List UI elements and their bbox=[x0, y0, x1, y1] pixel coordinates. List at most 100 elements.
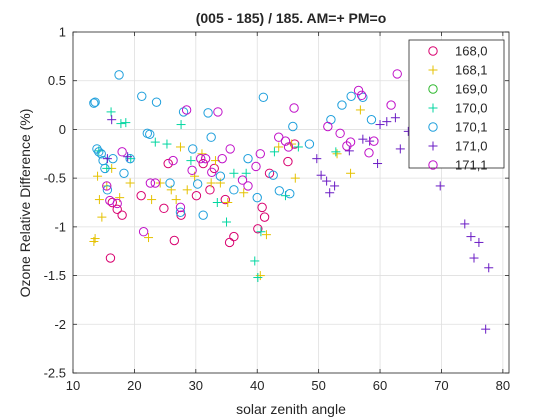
pm-point-marker bbox=[257, 202, 267, 213]
am-point-marker bbox=[344, 146, 354, 156]
am-point-marker bbox=[93, 171, 103, 181]
am-point-marker bbox=[116, 119, 126, 129]
pm-point-marker bbox=[100, 163, 110, 174]
series-168-0 bbox=[105, 139, 300, 263]
y-tick-label: -1.5 bbox=[44, 268, 66, 283]
y-tick-label: -1 bbox=[54, 219, 66, 234]
am-point-marker bbox=[375, 120, 385, 130]
am-point-marker bbox=[190, 171, 200, 181]
pm-point-marker bbox=[112, 198, 122, 209]
axis-ticks bbox=[72, 31, 509, 374]
am-point-marker bbox=[106, 107, 116, 117]
pm-point-marker bbox=[252, 192, 262, 203]
pm-point-marker bbox=[105, 253, 116, 263]
series-168-1 bbox=[89, 105, 365, 281]
x-tick-label: 70 bbox=[434, 378, 448, 393]
pm-point-marker bbox=[280, 136, 291, 146]
legend-marker bbox=[428, 122, 438, 132]
x-tick-label: 10 bbox=[66, 378, 80, 393]
am-point-marker bbox=[125, 178, 135, 188]
am-point-marker bbox=[255, 271, 265, 281]
am-point-marker bbox=[484, 263, 494, 273]
am-point-marker bbox=[466, 232, 476, 242]
pm-point-marker bbox=[191, 190, 202, 201]
pm-point-marker bbox=[163, 158, 173, 169]
am-point-marker bbox=[155, 178, 165, 188]
pm-point-marker bbox=[102, 185, 113, 195]
am-point-marker bbox=[241, 168, 251, 178]
am-point-marker bbox=[274, 142, 284, 152]
am-point-marker bbox=[256, 227, 266, 237]
am-point-marker bbox=[469, 253, 479, 263]
pm-point-marker bbox=[337, 100, 347, 110]
pm-point-marker bbox=[283, 142, 294, 152]
am-point-marker bbox=[358, 134, 368, 144]
am-point-marker bbox=[176, 120, 186, 130]
am-point-marker bbox=[261, 230, 271, 240]
pm-point-marker bbox=[203, 108, 213, 118]
pm-point-marker bbox=[192, 179, 203, 189]
series-170-1 bbox=[89, 70, 377, 220]
am-point-marker bbox=[115, 193, 125, 203]
am-point-marker bbox=[212, 198, 222, 207]
am-point-marker bbox=[293, 142, 303, 152]
am-point-marker bbox=[474, 237, 484, 247]
pm-point-marker bbox=[253, 224, 263, 234]
x-tick-label: 40 bbox=[250, 378, 264, 393]
pm-point-marker bbox=[323, 121, 333, 132]
pm-point-marker bbox=[119, 168, 129, 178]
pm-point-marker bbox=[386, 100, 396, 110]
am-point-marker bbox=[382, 117, 392, 127]
pm-point-marker bbox=[356, 90, 367, 101]
am-point-marker bbox=[175, 142, 185, 152]
pm-point-marker bbox=[138, 227, 149, 237]
pm-point-marker bbox=[159, 203, 169, 214]
pm-point-marker bbox=[243, 181, 253, 191]
legend-marker bbox=[428, 141, 438, 151]
pm-point-marker bbox=[366, 114, 377, 125]
am-point-marker bbox=[147, 195, 157, 205]
pm-point-marker bbox=[198, 158, 208, 169]
am-point-marker bbox=[290, 173, 300, 183]
pm-point-marker bbox=[165, 178, 175, 188]
pm-point-marker bbox=[196, 153, 206, 164]
am-point-marker bbox=[316, 170, 326, 180]
y-tick-label: 0 bbox=[59, 122, 66, 137]
pm-point-marker bbox=[255, 149, 265, 159]
x-tick-label: 30 bbox=[189, 378, 203, 393]
legend-label: 168,0 bbox=[455, 44, 488, 59]
pm-point-marker bbox=[178, 107, 189, 117]
am-point-marker bbox=[206, 178, 216, 188]
legend: 168,0 168,1 169,0 170,0 170,1 171,0 171,1 bbox=[408, 39, 505, 173]
am-point-marker bbox=[144, 233, 154, 243]
pm-point-marker bbox=[283, 156, 293, 167]
series-170-0 bbox=[94, 107, 341, 283]
pm-point-marker bbox=[304, 139, 315, 149]
x-tick-label: 20 bbox=[127, 378, 141, 393]
legend-label: 170,1 bbox=[455, 120, 488, 135]
y-tick-label: -2.5 bbox=[44, 366, 66, 381]
pm-point-marker bbox=[145, 129, 155, 140]
am-point-marker bbox=[150, 137, 160, 147]
pm-point-marker bbox=[117, 210, 127, 220]
pm-point-marker bbox=[181, 105, 192, 115]
am-point-marker bbox=[107, 115, 117, 125]
am-point-marker bbox=[322, 176, 332, 186]
legend-marker bbox=[428, 160, 438, 170]
pm-point-marker bbox=[187, 165, 197, 176]
legend-label: 168,1 bbox=[455, 63, 488, 78]
pm-point-marker bbox=[107, 197, 118, 208]
pm-point-marker bbox=[237, 175, 248, 185]
am-point-marker bbox=[171, 195, 181, 205]
am-point-marker bbox=[222, 217, 232, 227]
am-point-marker bbox=[123, 152, 133, 162]
pm-point-marker bbox=[251, 161, 261, 172]
legend-label: 171,0 bbox=[455, 139, 488, 154]
am-point-marker bbox=[186, 156, 196, 166]
pm-point-marker bbox=[175, 202, 186, 213]
legend-marker bbox=[428, 65, 438, 75]
pm-point-marker bbox=[94, 147, 104, 157]
pm-point-marker bbox=[392, 69, 402, 79]
y-tick-label: 0.5 bbox=[48, 73, 66, 88]
